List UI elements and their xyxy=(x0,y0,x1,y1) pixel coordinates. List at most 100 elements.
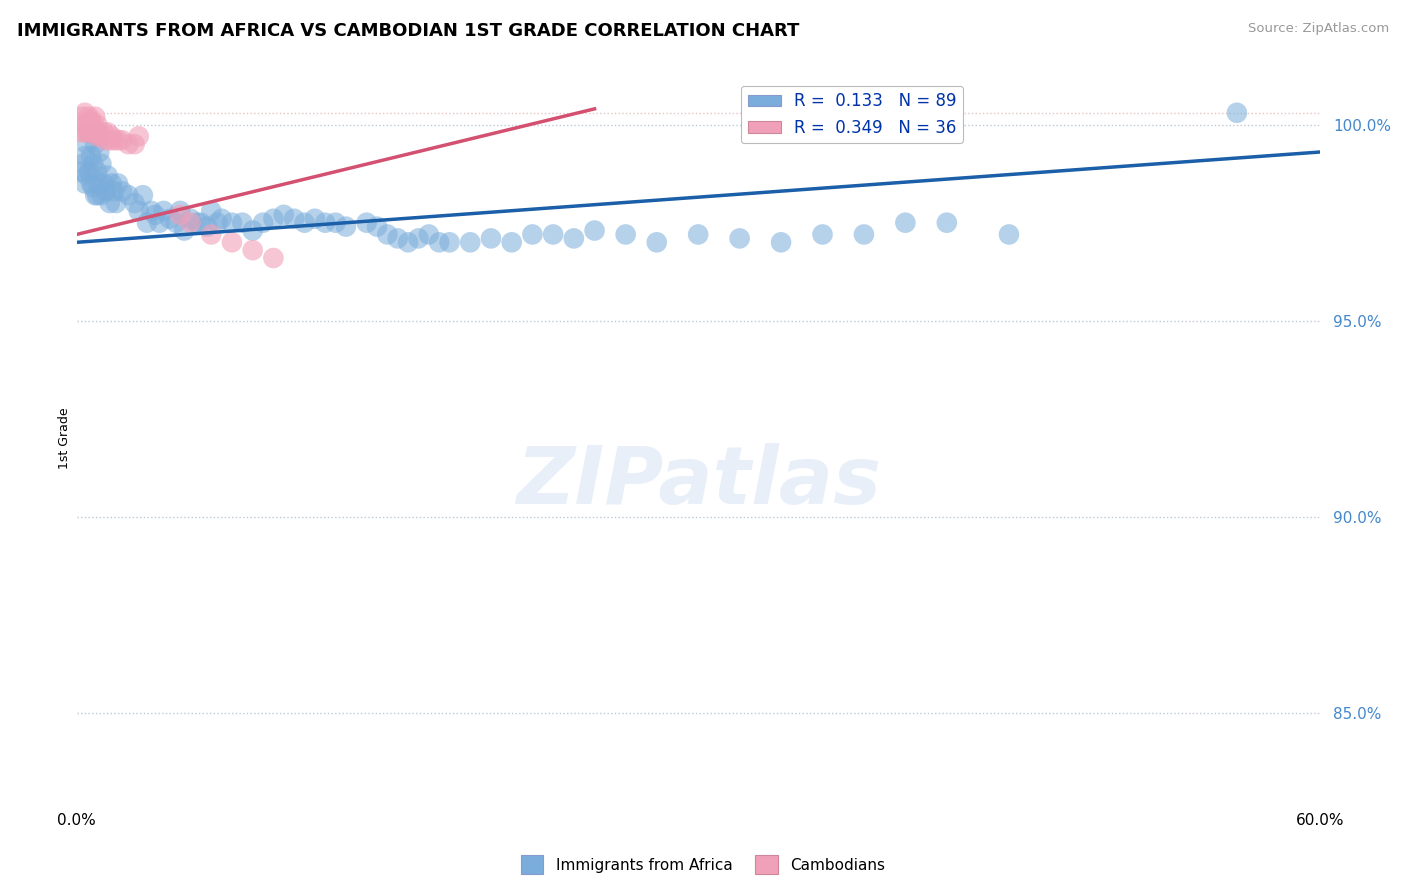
Point xyxy=(107,177,129,191)
Point xyxy=(86,118,108,132)
Point xyxy=(132,188,155,202)
Point xyxy=(73,125,96,139)
Point xyxy=(90,157,112,171)
Point xyxy=(111,133,134,147)
Point xyxy=(80,113,103,128)
Point xyxy=(221,235,243,250)
Point xyxy=(143,208,166,222)
Point xyxy=(325,216,347,230)
Point xyxy=(231,216,253,230)
Point xyxy=(186,216,208,230)
Point xyxy=(77,110,100,124)
Point xyxy=(103,133,125,147)
Point xyxy=(645,235,668,250)
Point xyxy=(89,125,111,139)
Point xyxy=(180,211,202,226)
Point xyxy=(1226,105,1249,120)
Point xyxy=(80,149,103,163)
Point xyxy=(252,216,274,230)
Point xyxy=(93,125,115,139)
Point xyxy=(84,125,107,139)
Point xyxy=(541,227,564,242)
Point xyxy=(98,196,121,211)
Point xyxy=(304,211,326,226)
Point xyxy=(117,188,139,202)
Point xyxy=(77,164,100,178)
Point xyxy=(294,216,316,230)
Point xyxy=(207,216,229,230)
Point xyxy=(93,177,115,191)
Point xyxy=(770,235,793,250)
Point xyxy=(69,125,91,139)
Point xyxy=(562,231,585,245)
Point xyxy=(314,216,336,230)
Point xyxy=(211,211,233,226)
Point xyxy=(242,243,264,257)
Point xyxy=(221,216,243,230)
Point xyxy=(82,157,104,171)
Point xyxy=(200,203,222,218)
Point xyxy=(73,149,96,163)
Point xyxy=(190,216,212,230)
Point xyxy=(84,188,107,202)
Point xyxy=(458,235,481,250)
Point xyxy=(73,177,96,191)
Point xyxy=(159,211,181,226)
Point xyxy=(104,196,127,211)
Point xyxy=(377,227,399,242)
Point xyxy=(124,137,146,152)
Point xyxy=(356,216,378,230)
Text: Source: ZipAtlas.com: Source: ZipAtlas.com xyxy=(1249,22,1389,36)
Point xyxy=(90,129,112,144)
Point xyxy=(180,216,202,230)
Point xyxy=(86,125,108,139)
Point xyxy=(94,184,117,198)
Point xyxy=(141,203,163,218)
Point xyxy=(614,227,637,242)
Point xyxy=(852,227,875,242)
Point xyxy=(136,216,159,230)
Point xyxy=(366,219,388,234)
Point xyxy=(111,184,134,198)
Point xyxy=(242,223,264,237)
Point xyxy=(98,133,121,147)
Point xyxy=(165,216,187,230)
Point xyxy=(103,184,125,198)
Point xyxy=(688,227,710,242)
Y-axis label: 1st Grade: 1st Grade xyxy=(58,408,70,469)
Point xyxy=(84,137,107,152)
Point xyxy=(728,231,751,245)
Point xyxy=(811,227,834,242)
Point xyxy=(107,133,129,147)
Point xyxy=(195,219,218,234)
Point xyxy=(89,145,111,159)
Point xyxy=(117,137,139,152)
Point xyxy=(501,235,523,250)
Text: IMMIGRANTS FROM AFRICA VS CAMBODIAN 1ST GRADE CORRELATION CHART: IMMIGRANTS FROM AFRICA VS CAMBODIAN 1ST … xyxy=(17,22,799,40)
Point xyxy=(200,227,222,242)
Point xyxy=(169,203,191,218)
Point xyxy=(169,208,191,222)
Point xyxy=(124,196,146,211)
Point xyxy=(101,129,124,144)
Text: ZIPatlas: ZIPatlas xyxy=(516,443,880,521)
Point xyxy=(90,188,112,202)
Point xyxy=(76,118,98,132)
Point xyxy=(522,227,544,242)
Point xyxy=(84,110,107,124)
Point xyxy=(77,118,100,132)
Point xyxy=(72,110,94,124)
Point xyxy=(73,105,96,120)
Point xyxy=(583,223,606,237)
Point xyxy=(998,227,1021,242)
Point xyxy=(173,223,195,237)
Point xyxy=(335,219,357,234)
Point xyxy=(262,251,284,265)
Point xyxy=(273,208,295,222)
Point xyxy=(80,125,103,139)
Point xyxy=(89,177,111,191)
Point xyxy=(418,227,440,242)
Legend: R =  0.133   N = 89, R =  0.349   N = 36: R = 0.133 N = 89, R = 0.349 N = 36 xyxy=(741,86,963,144)
Point xyxy=(935,216,957,230)
Point xyxy=(82,180,104,194)
